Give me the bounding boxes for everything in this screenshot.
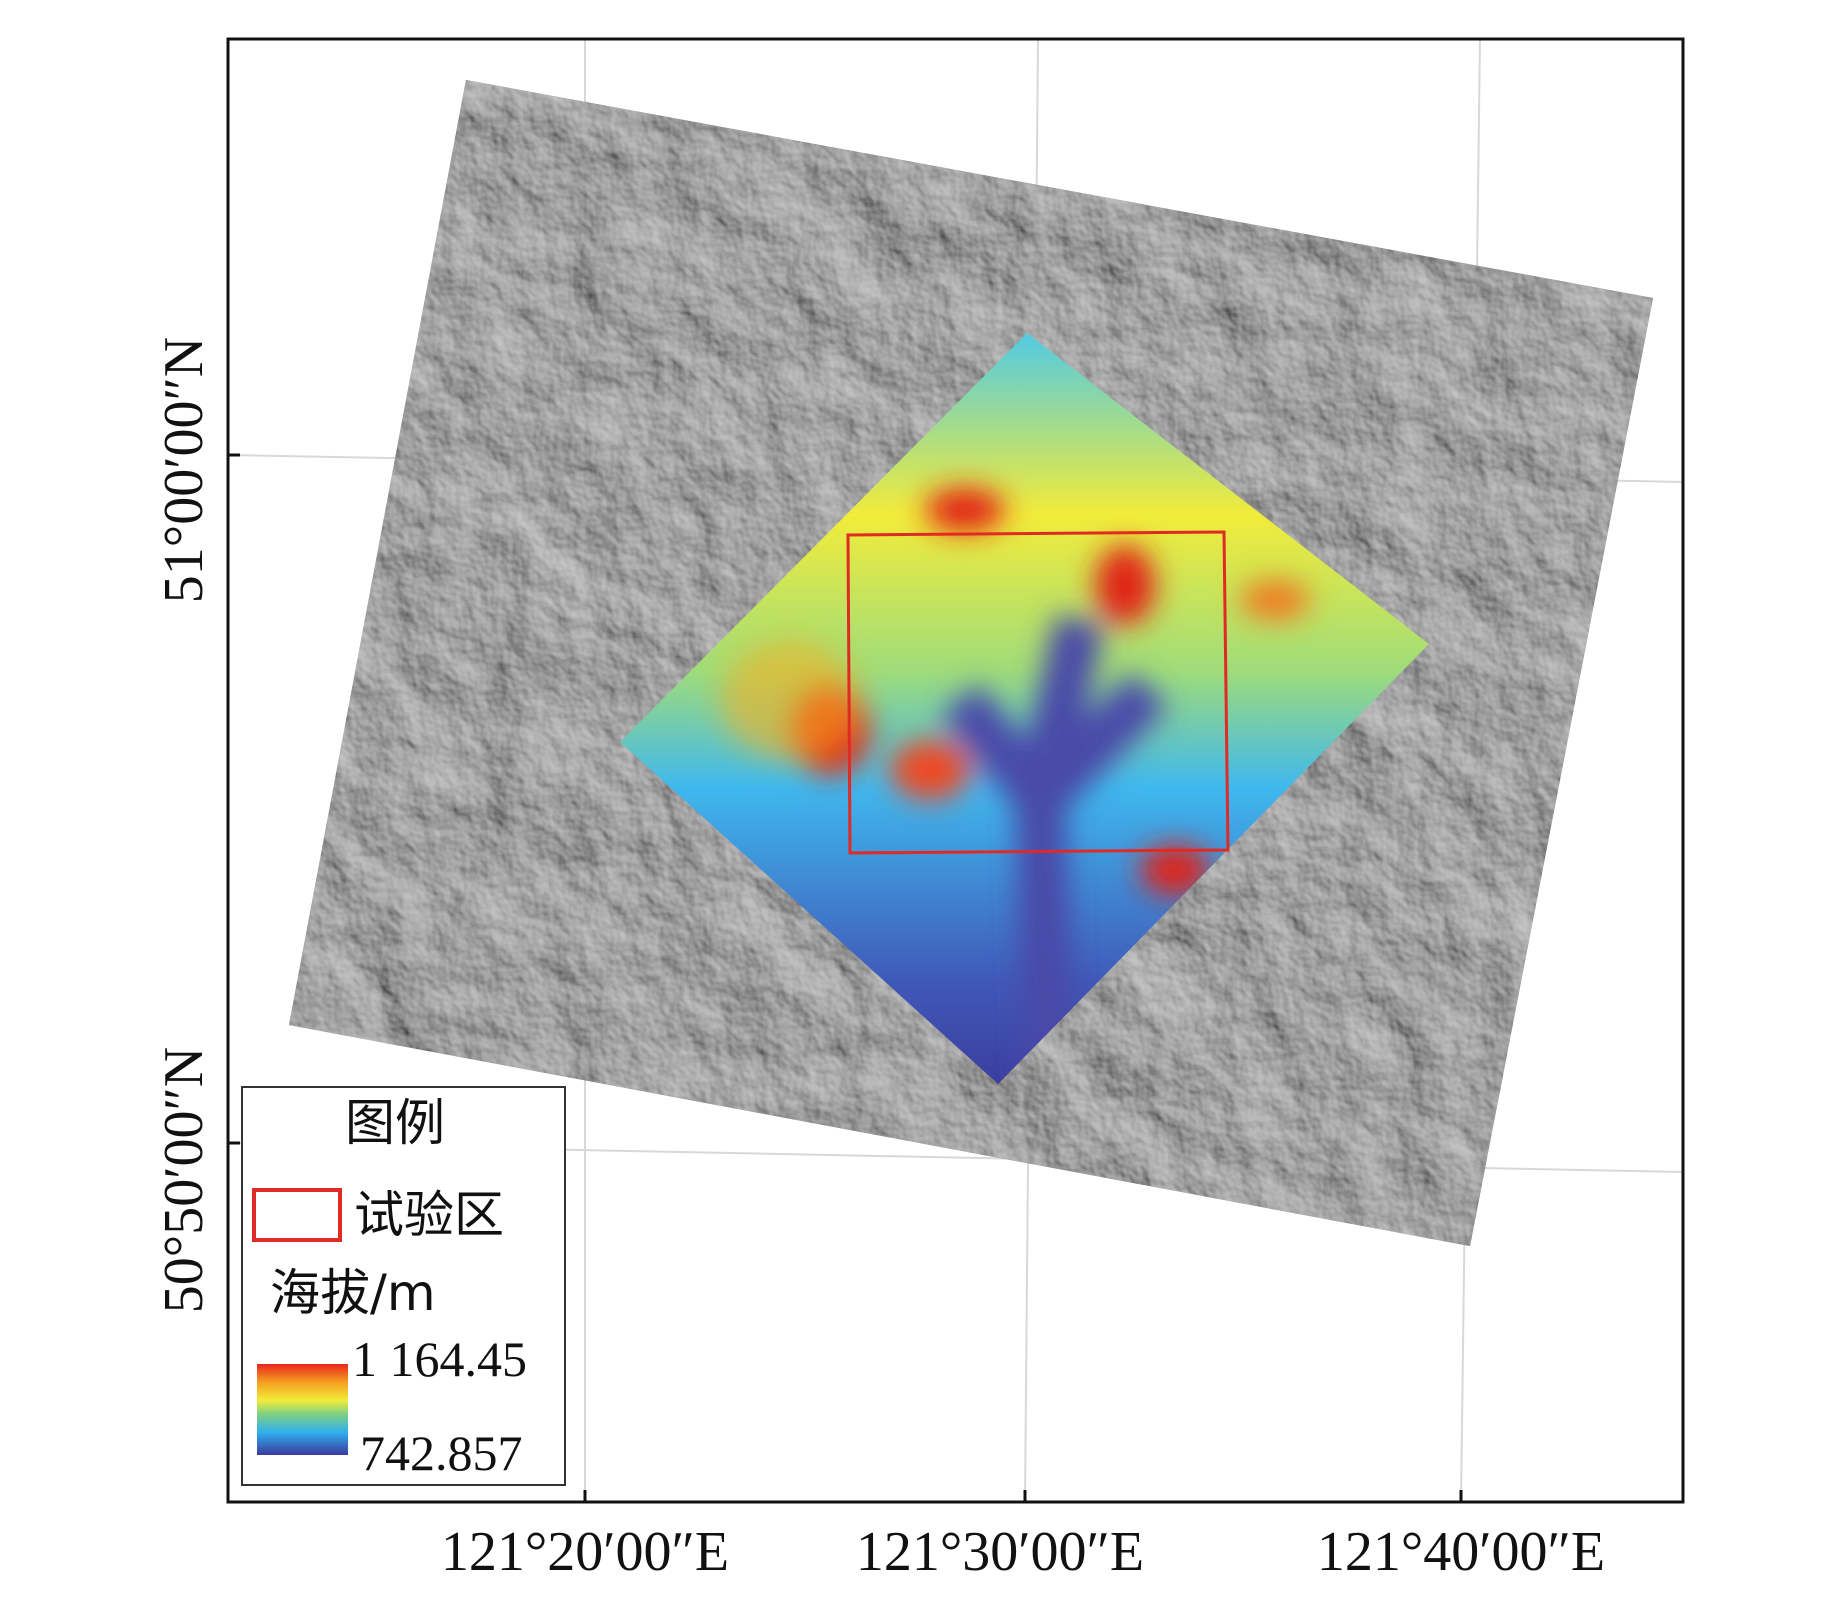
color-ramp (257, 1364, 348, 1455)
legend-label: 海拔/m (270, 1264, 436, 1322)
ticks (228, 453, 1463, 1502)
legend-min: 742.857 (360, 1425, 523, 1481)
legend-swatch (252, 1188, 342, 1242)
study-area (846, 530, 1230, 855)
legend: 图例 试验区 海拔/m 1 164.45 742.857 (241, 1086, 566, 1486)
y-label: 50°50′00″N (153, 1047, 215, 1313)
legend-max: 1 164.45 (352, 1331, 527, 1387)
legend-title: 图例 (345, 1094, 445, 1152)
x-label: 121°30′00″E (856, 1521, 1144, 1583)
legend-label: 试验区 (354, 1186, 504, 1244)
y-label: 51°00′00″N (153, 337, 215, 603)
x-label: 121°40′00″E (1317, 1521, 1605, 1583)
x-label: 121°20′00″E (441, 1521, 729, 1583)
map-frame (226, 37, 1685, 1504)
